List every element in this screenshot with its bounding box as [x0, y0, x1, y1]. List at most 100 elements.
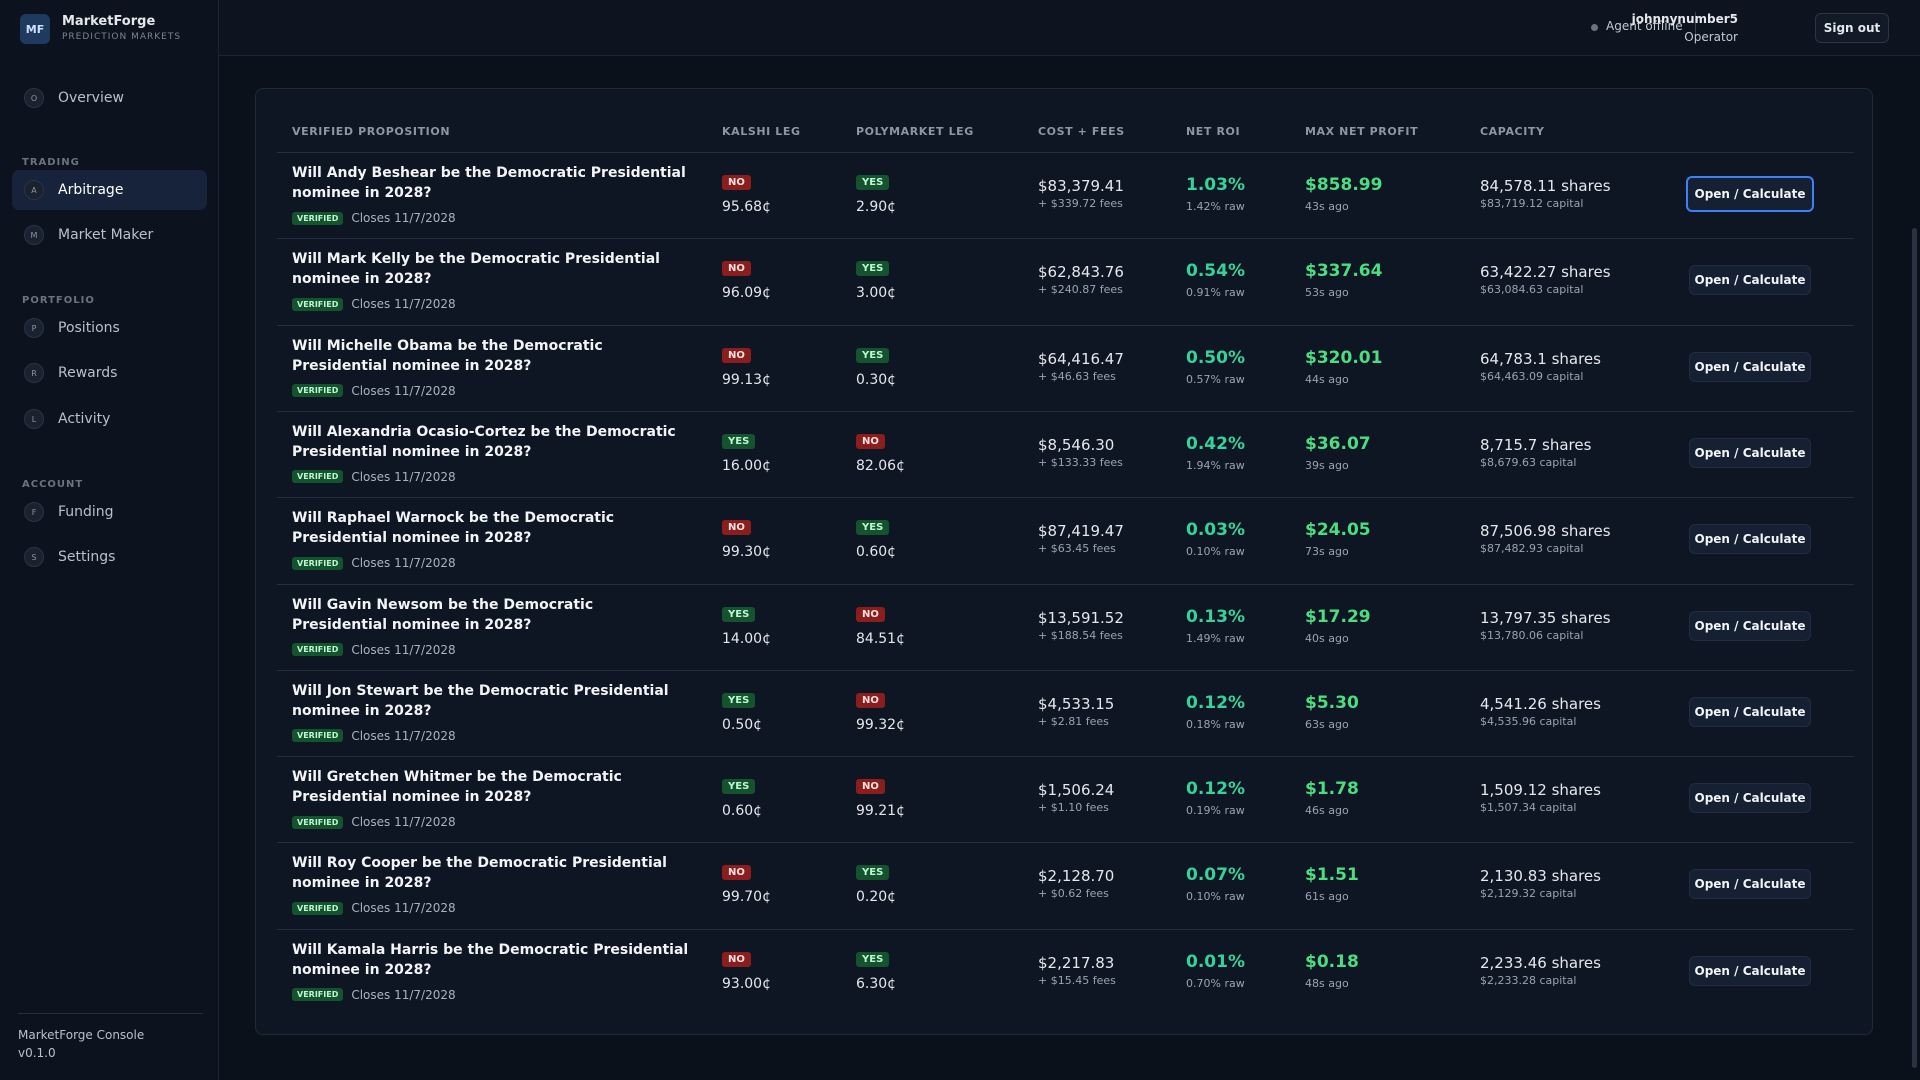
- poly-side: YES: [856, 261, 890, 277]
- kalshi-side: YES: [722, 606, 756, 622]
- verified-line: VERIFIED Closes 11/7/2028: [292, 815, 456, 829]
- roi-raw: 0.19% raw: [1186, 804, 1245, 818]
- top-bar: Agent offline johnnynumber5 Operator Sig…: [219, 0, 1920, 56]
- scrollbar: [1912, 228, 1917, 1068]
- open-calculate-button[interactable]: Open / Calculate: [1686, 176, 1814, 212]
- open-calculate-button[interactable]: Open / Calculate: [1689, 524, 1811, 555]
- nav-item[interactable]: R Rewards: [12, 353, 207, 393]
- net-roi: 0.50%: [1186, 347, 1245, 368]
- kalshi-side: NO: [722, 347, 751, 363]
- shares: 63,422.27 shares: [1480, 263, 1611, 282]
- poly-price: 0.20¢: [856, 889, 897, 906]
- fees: + $240.87 fees: [1038, 283, 1123, 297]
- kalshi-side: YES: [722, 433, 756, 449]
- kalshi-side: YES: [722, 692, 756, 708]
- net-roi: 0.54%: [1186, 261, 1245, 282]
- brand-name: MarketForge: [62, 14, 156, 29]
- column-header: NET ROI: [1186, 125, 1241, 138]
- agent-status: Agent offline: [1606, 19, 1683, 33]
- open-calculate-button[interactable]: Open / Calculate: [1689, 869, 1811, 900]
- cost: $13,591.52: [1038, 608, 1124, 627]
- open-calculate-button[interactable]: Open / Calculate: [1689, 783, 1811, 814]
- nav-key: L: [24, 409, 44, 429]
- capital: $8,679.63 capital: [1480, 455, 1577, 469]
- max-profit: $1.78: [1305, 779, 1359, 800]
- open-calculate-button[interactable]: Open / Calculate: [1689, 696, 1811, 727]
- kalshi-price: 93.00¢: [722, 975, 771, 992]
- proposition: Will Alexandria Ocasio-Cortez be the Dem…: [292, 423, 676, 460]
- open-calculate-button[interactable]: Open / Calculate: [1689, 351, 1811, 382]
- capital: $63,084.63 capital: [1480, 283, 1584, 297]
- open-calculate-button[interactable]: Open / Calculate: [1689, 265, 1811, 296]
- fees: + $133.33 fees: [1038, 455, 1123, 469]
- poly-side: NO: [856, 433, 885, 449]
- nav-item[interactable]: S Settings: [12, 537, 207, 577]
- kalshi-price: 0.50¢: [722, 716, 763, 733]
- verified-badge: VERIFIED: [292, 556, 344, 570]
- nav-item[interactable]: A Arbitrage: [12, 170, 207, 210]
- column-header: VERIFIED PROPOSITION: [292, 125, 451, 138]
- cost: $2,217.83: [1038, 953, 1115, 972]
- nav-item[interactable]: L Activity: [12, 399, 207, 439]
- max-profit: $858.99: [1305, 175, 1383, 195]
- table-row: Will Alexandria Ocasio-Cortez be the Dem…: [277, 410, 1854, 497]
- verified-badge: VERIFIED: [292, 384, 344, 398]
- quote-age: 44s ago: [1305, 372, 1349, 386]
- nav-section-title: TRADING: [22, 157, 80, 168]
- quote-age: 61s ago: [1305, 890, 1349, 904]
- open-calculate-button[interactable]: Open / Calculate: [1689, 610, 1811, 641]
- verified-line: VERIFIED Closes 11/7/2028: [292, 901, 456, 915]
- shares: 2,233.46 shares: [1480, 953, 1601, 972]
- open-calculate-button[interactable]: Open / Calculate: [1689, 955, 1811, 986]
- verified-badge: VERIFIED: [292, 211, 344, 225]
- fees: + $188.54 fees: [1038, 628, 1123, 642]
- shares: 2,130.83 shares: [1480, 867, 1601, 886]
- kalshi-price: 16.00¢: [722, 457, 771, 474]
- kalshi-price: 0.60¢: [722, 803, 763, 820]
- kalshi-price: 14.00¢: [722, 630, 771, 647]
- max-profit: $17.29: [1305, 606, 1371, 627]
- poly-price: 2.90¢: [856, 199, 897, 215]
- brand-tagline: PREDICTION MARKETS: [62, 32, 182, 42]
- poly-side: YES: [856, 865, 890, 881]
- cost: $4,533.15: [1038, 694, 1115, 713]
- verified-badge: VERIFIED: [292, 729, 344, 743]
- table-row: Will Michelle Obama be the Democratic Pr…: [277, 324, 1854, 411]
- fees: + $46.63 fees: [1038, 369, 1116, 383]
- kalshi-price: 96.09¢: [722, 285, 771, 302]
- sign-out-button[interactable]: Sign out: [1815, 13, 1889, 43]
- nav-item[interactable]: P Positions: [12, 308, 207, 348]
- nav-section-title: PORTFOLIO: [22, 295, 95, 306]
- roi-raw: 1.42% raw: [1186, 200, 1245, 213]
- poly-side: YES: [856, 951, 890, 967]
- fees: + $63.45 fees: [1038, 542, 1116, 556]
- quote-age: 43s ago: [1305, 200, 1349, 213]
- nav-item[interactable]: F Funding: [12, 492, 207, 532]
- max-profit: $320.01: [1305, 347, 1383, 368]
- net-roi: 0.07%: [1186, 865, 1245, 886]
- cost: $87,419.47: [1038, 522, 1124, 541]
- verified-badge: VERIFIED: [292, 815, 344, 829]
- poly-side: NO: [856, 692, 885, 708]
- close-date: Closes 11/7/2028: [351, 211, 456, 225]
- kalshi-side: YES: [722, 779, 756, 795]
- capital: $2,129.32 capital: [1480, 887, 1577, 901]
- column-header: CAPACITY: [1480, 125, 1545, 138]
- proposition: Will Jon Stewart be the Democratic Presi…: [292, 682, 669, 719]
- roi-raw: 0.10% raw: [1186, 545, 1245, 559]
- nav-item[interactable]: O Overview: [12, 78, 207, 118]
- open-calculate-button[interactable]: Open / Calculate: [1689, 437, 1811, 468]
- nav-item[interactable]: M Market Maker: [12, 215, 207, 255]
- proposition: Will Andy Beshear be the Democratic Pres…: [292, 165, 686, 201]
- verified-line: VERIFIED Closes 11/7/2028: [292, 297, 456, 311]
- verified-line: VERIFIED Closes 11/7/2028: [292, 384, 456, 398]
- verified-line: VERIFIED Closes 11/7/2028: [292, 470, 456, 484]
- poly-price: 0.30¢: [856, 371, 897, 388]
- cost: $2,128.70: [1038, 867, 1115, 886]
- proposition: Will Kamala Harris be the Democratic Pre…: [292, 941, 689, 978]
- verified-badge: VERIFIED: [292, 297, 344, 311]
- poly-price: 3.00¢: [856, 285, 897, 302]
- nav-key: R: [24, 363, 44, 383]
- poly-price: 84.51¢: [856, 630, 905, 647]
- verified-badge: VERIFIED: [292, 988, 344, 1002]
